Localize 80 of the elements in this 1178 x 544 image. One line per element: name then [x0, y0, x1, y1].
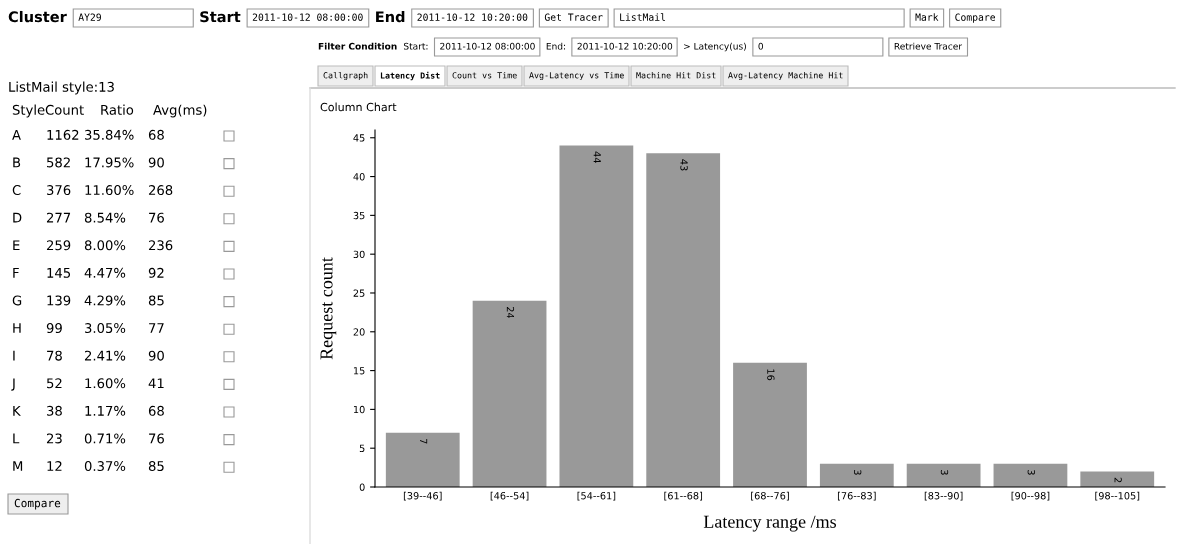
text: Cluster	[8, 10, 67, 23]
text: ListMail	[620, 13, 666, 21]
text: Callgraph	[323, 71, 368, 81]
data-label: 44	[593, 151, 601, 163]
text: Mark	[915, 13, 939, 21]
y-tick-label: 10	[353, 405, 365, 414]
text: 2011-10-12 10:20:00	[417, 13, 528, 21]
x-tick-label: [83--90]	[924, 491, 963, 501]
text: Machine Hit Dist	[636, 71, 716, 79]
text: 2011-10-12 08:00:00	[440, 42, 535, 50]
data-label: 3	[1027, 470, 1035, 475]
bar	[472, 300, 547, 487]
text: Get Tracer	[544, 13, 603, 21]
y-tick-label: 20	[353, 328, 365, 336]
bar	[993, 463, 1068, 487]
text: F 145 4.47% 92	[13, 267, 164, 278]
x-tick-label: [54--61]	[577, 491, 616, 501]
text: 2011-10-12 10:20:00	[577, 42, 673, 50]
data-label: 16	[767, 369, 775, 381]
y-tick-label: 15	[353, 367, 365, 375]
x-tick-label: [76--83]	[837, 491, 876, 501]
text: A 1162 35.84% 68	[12, 129, 164, 140]
text: M 12 0.37% 85	[13, 461, 164, 472]
y-tick-label: 30	[353, 250, 365, 259]
text: AY29	[78, 13, 101, 21]
chart-title: Column Chart	[320, 102, 397, 112]
y-tick-label: 45	[353, 134, 365, 142]
y-tick-label: 25	[353, 289, 365, 297]
x-tick-label: [61--68]	[664, 491, 703, 501]
text: E 259 8.00% 236	[13, 240, 173, 251]
text: L 23 0.71% 76	[13, 433, 164, 444]
bar	[733, 362, 807, 487]
data-label: 3	[853, 470, 862, 475]
text: Compare	[14, 498, 61, 510]
bar	[559, 145, 634, 487]
y-tick-label: 35	[353, 211, 365, 220]
text: H 99 3.05% 77	[13, 323, 164, 334]
text: J 52 1.60% 41	[11, 378, 164, 391]
y-tick-label: 5	[359, 444, 365, 453]
data-label: 3	[940, 470, 949, 475]
text: Filter Condition	[318, 42, 397, 50]
y-tick-label: 0	[359, 483, 365, 491]
text: StyleCount Ratio Avg(ms)	[12, 104, 207, 118]
x-tick-label: [46--54]	[490, 491, 529, 501]
text: Count vs Time	[452, 71, 517, 79]
text: Latency Dist	[380, 71, 440, 81]
text: Start:	[403, 42, 428, 50]
text: 2011-10-12 08:00:00	[252, 13, 363, 21]
text: G 139 4.29% 85	[12, 295, 164, 306]
text: Retrieve Tracer	[894, 42, 963, 50]
x-tick-label: [68--76]	[751, 491, 789, 501]
data-label: 43	[680, 159, 688, 171]
y-axis-title: Request count	[320, 257, 337, 360]
data-label: 7	[420, 439, 428, 444]
text: End	[376, 10, 405, 23]
x-axis-title: Latency range /ms	[703, 515, 837, 532]
bar	[906, 463, 981, 487]
bar	[646, 153, 721, 487]
text: 0	[758, 42, 764, 50]
y-tick-label: 40	[353, 173, 365, 181]
data-label: 2	[1114, 477, 1122, 483]
text: End:	[546, 42, 566, 50]
bar	[1080, 471, 1155, 487]
text: Compare	[955, 13, 996, 23]
text: ListMail style:13	[9, 81, 114, 95]
text: Avg-Latency Machine Hit	[728, 71, 843, 81]
text: C 376 11.60% 268	[12, 185, 173, 196]
text: D 277 8.54% 76	[13, 212, 164, 223]
text: Avg-Latency vs Time	[529, 71, 624, 81]
text: K 38 1.17% 68	[13, 405, 164, 416]
text: > Latency(us)	[684, 42, 746, 52]
bar	[819, 463, 894, 487]
data-label: 24	[506, 307, 515, 319]
text: Start	[200, 11, 241, 23]
text: I 78 2.41% 90	[13, 350, 164, 361]
bar	[385, 432, 460, 487]
text: B 582 17.95% 90	[13, 157, 164, 168]
x-tick-label: [39--46]	[403, 491, 442, 501]
x-tick-label: [98--105]	[1095, 491, 1140, 501]
x-tick-label: [90--98]	[1011, 491, 1050, 501]
